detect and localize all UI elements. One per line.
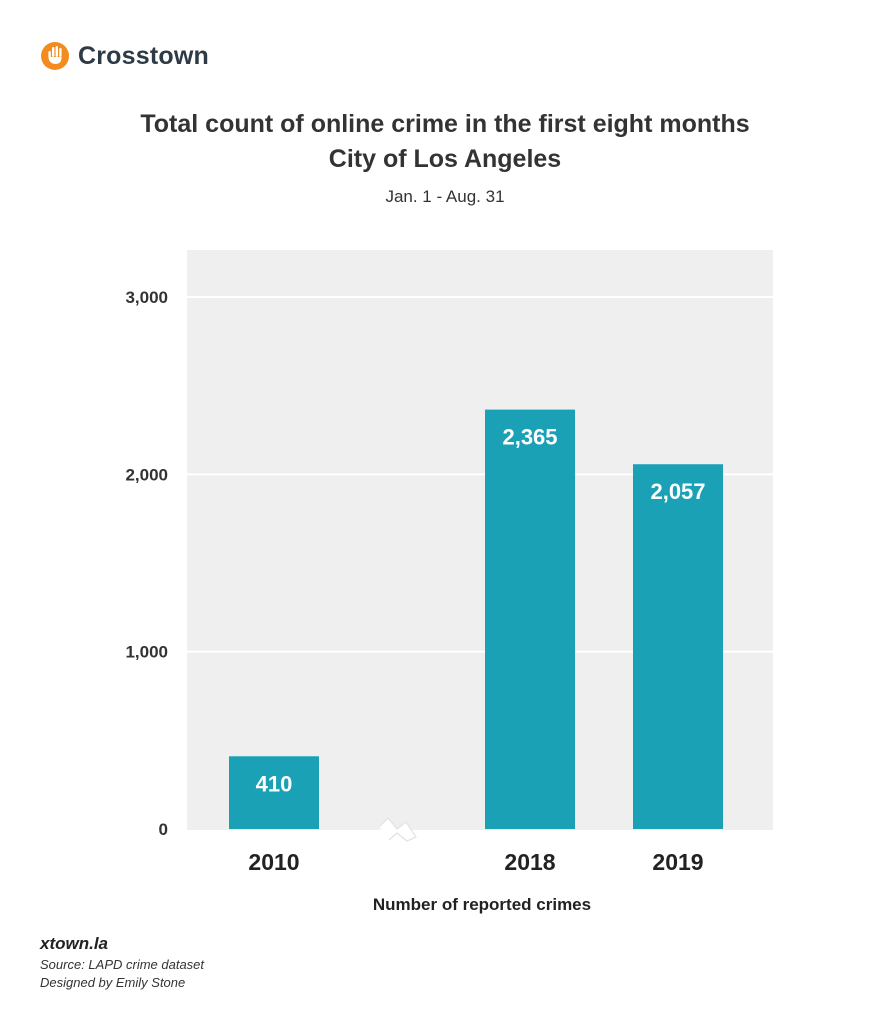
data-label: 2,057 — [650, 479, 705, 504]
x-tick-label: 2018 — [504, 849, 555, 875]
bar — [485, 409, 575, 829]
data-label: 2,365 — [502, 425, 557, 450]
crosstown-logo-icon — [40, 41, 70, 71]
y-tick-label: 1,000 — [125, 643, 168, 662]
designer-credit: Designed by Emily Stone — [40, 975, 186, 990]
site-url: xtown.la — [40, 934, 109, 953]
x-tick-label: 2019 — [652, 849, 703, 875]
y-tick-label: 2,000 — [125, 465, 168, 484]
x-tick-label: 2010 — [248, 849, 299, 875]
chart-title-line-2: City of Los Angeles — [328, 145, 562, 173]
data-label: 410 — [256, 771, 293, 796]
chart-title: Total count of online crime in the first… — [140, 110, 750, 138]
axis-break-marker — [378, 817, 417, 842]
y-tick-label: 0 — [159, 820, 168, 839]
bar — [229, 756, 319, 829]
brand-logo: Crosstown — [40, 38, 209, 74]
y-tick-label: 3,000 — [125, 288, 168, 307]
source-credit: Source: LAPD crime dataset — [40, 957, 205, 972]
bar — [633, 464, 723, 829]
x-axis-label: Number of reported crimes — [372, 895, 592, 914]
brand-name: Crosstown — [78, 41, 209, 70]
chart-subtitle: Jan. 1 - Aug. 31 — [385, 187, 505, 206]
